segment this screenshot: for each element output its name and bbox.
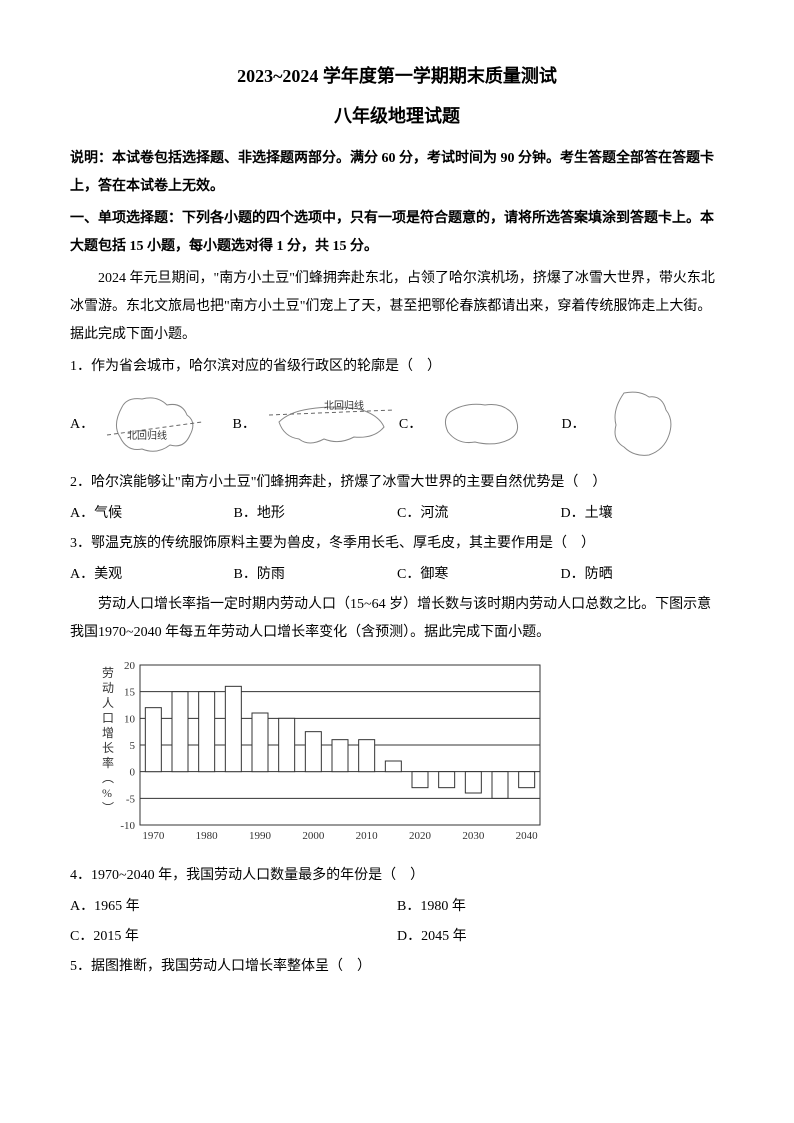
- svg-text:2010: 2010: [356, 830, 379, 842]
- svg-text:2020: 2020: [409, 830, 432, 842]
- svg-text:2030: 2030: [462, 830, 485, 842]
- svg-text:1990: 1990: [249, 830, 272, 842]
- svg-text:增: 增: [102, 726, 114, 740]
- q3-option-a: A．美观: [70, 562, 234, 587]
- tropic-label-a: 北回归线: [127, 429, 167, 442]
- map-d-icon: [594, 385, 684, 465]
- labor-growth-chart: -10 -5 0 5 10 15 20 1970 1980 1990 2000 2010 2020 203…: [90, 655, 724, 854]
- option-b-label: B．: [233, 412, 256, 437]
- svg-text:1970: 1970: [142, 830, 165, 842]
- q2-option-c: C．河流: [397, 501, 561, 526]
- q4-option-a: A．1965 年: [70, 894, 397, 919]
- exam-instruction: 说明：本试卷包括选择题、非选择题两部分。满分 60 分，考试时间为 90 分钟。…: [70, 145, 724, 201]
- q2-option-a: A．气候: [70, 501, 234, 526]
- svg-text:5: 5: [130, 740, 136, 752]
- svg-text:2040: 2040: [516, 830, 539, 842]
- question-1-options: A． 北回归线 B． 北回归线 C． D．: [70, 385, 724, 465]
- question-3-options: A．美观 B．防雨 C．御寒 D．防晒: [70, 562, 724, 587]
- svg-text:︵: ︵: [102, 771, 114, 785]
- map-a-icon: 北回归线: [102, 387, 212, 462]
- tropic-label-b: 北回归线: [324, 399, 364, 412]
- question-2: 2．哈尔滨能够让"南方小土豆"们蜂拥奔赴，挤爆了冰雪大世界的主要自然优势是（ ）: [70, 469, 724, 497]
- svg-text:1980: 1980: [196, 830, 219, 842]
- map-b-icon: 北回归线: [264, 387, 399, 462]
- svg-text:劳: 劳: [102, 666, 114, 680]
- option-c-label: C．: [399, 412, 422, 437]
- svg-text:20: 20: [124, 660, 136, 672]
- svg-text:率: 率: [102, 755, 114, 770]
- question-5: 5．据图推断，我国劳动人口增长率整体呈（ ）: [70, 953, 724, 981]
- option-a-label: A．: [70, 412, 94, 437]
- question-3: 3．鄂温克族的传统服饰原料主要为兽皮，冬季用长毛、厚毛皮，其主要作用是（ ）: [70, 530, 724, 558]
- svg-text:0: 0: [130, 767, 136, 779]
- q4-option-d: D．2045 年: [397, 924, 724, 949]
- svg-text:10: 10: [124, 713, 136, 725]
- section-1-header: 一、单项选择题：下列各小题的四个选项中，只有一项是符合题意的，请将所选答案填涂到…: [70, 205, 724, 261]
- q2-option-d: D．土壤: [561, 501, 725, 526]
- passage-1: 2024 年元旦期间，"南方小土豆"们蜂拥奔赴东北，占领了哈尔滨机场，挤爆了冰雪…: [70, 265, 724, 349]
- option-b: B． 北回归线: [233, 387, 399, 462]
- question-4-options: A．1965 年 B．1980 年: [70, 894, 724, 919]
- svg-text:︶: ︶: [102, 801, 114, 815]
- question-2-options: A．气候 B．地形 C．河流 D．土壤: [70, 501, 724, 526]
- svg-text:-5: -5: [126, 793, 136, 805]
- option-c: C．: [399, 387, 562, 462]
- q4-option-b: B．1980 年: [397, 894, 724, 919]
- q3-option-b: B．防雨: [234, 562, 398, 587]
- map-c-icon: [430, 387, 535, 462]
- question-4-options-row2: C．2015 年 D．2045 年: [70, 924, 724, 949]
- svg-text:动: 动: [102, 681, 114, 695]
- option-d-label: D．: [561, 412, 585, 437]
- svg-text:%: %: [102, 786, 112, 800]
- svg-text:-10: -10: [120, 820, 135, 832]
- svg-text:2000: 2000: [302, 830, 325, 842]
- svg-text:长: 长: [102, 741, 114, 755]
- svg-text:15: 15: [124, 687, 136, 699]
- q3-option-c: C．御寒: [397, 562, 561, 587]
- question-1: 1．作为省会城市，哈尔滨对应的省级行政区的轮廓是（ ）: [70, 353, 724, 381]
- main-title: 2023~2024 学年度第一学期期末质量测试: [70, 60, 724, 92]
- sub-title: 八年级地理试题: [70, 100, 724, 132]
- option-a: A． 北回归线: [70, 387, 233, 462]
- option-d: D．: [561, 385, 724, 465]
- q2-option-b: B．地形: [234, 501, 398, 526]
- passage-2: 劳动人口增长率指一定时期内劳动人口（15~64 岁）增长数与该时期内劳动人口总数…: [70, 591, 724, 647]
- svg-text:人: 人: [102, 696, 114, 710]
- question-4: 4．1970~2040 年，我国劳动人口数量最多的年份是（ ）: [70, 862, 724, 890]
- q3-option-d: D．防晒: [561, 562, 725, 587]
- svg-text:口: 口: [102, 711, 114, 725]
- q4-option-c: C．2015 年: [70, 924, 397, 949]
